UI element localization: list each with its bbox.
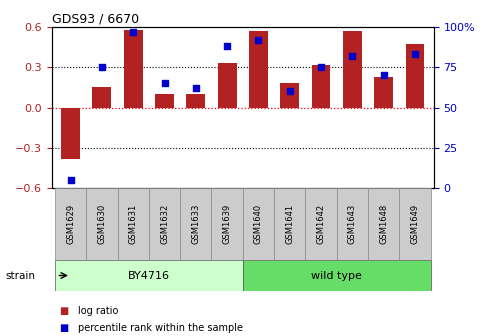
Bar bbox=[243, 188, 274, 260]
Text: strain: strain bbox=[6, 271, 36, 281]
Text: GSM1641: GSM1641 bbox=[285, 204, 294, 244]
Bar bbox=[186, 94, 205, 108]
Bar bbox=[399, 188, 431, 260]
Bar bbox=[406, 44, 424, 108]
Bar bbox=[281, 83, 299, 108]
Bar bbox=[337, 188, 368, 260]
Text: GSM1630: GSM1630 bbox=[98, 204, 106, 244]
Bar bbox=[155, 94, 174, 108]
Text: GSM1631: GSM1631 bbox=[129, 204, 138, 244]
Text: percentile rank within the sample: percentile rank within the sample bbox=[78, 323, 243, 333]
Bar bbox=[55, 188, 86, 260]
Bar bbox=[368, 188, 399, 260]
Text: GSM1648: GSM1648 bbox=[379, 204, 388, 244]
Text: ■: ■ bbox=[59, 323, 69, 333]
Point bbox=[67, 177, 74, 183]
Point bbox=[317, 65, 325, 70]
Bar bbox=[180, 188, 211, 260]
Text: ■: ■ bbox=[59, 306, 69, 316]
Bar bbox=[249, 31, 268, 108]
Bar bbox=[243, 260, 431, 291]
Bar bbox=[149, 188, 180, 260]
Point bbox=[223, 44, 231, 49]
Bar bbox=[124, 30, 142, 108]
Text: GSM1632: GSM1632 bbox=[160, 204, 169, 244]
Bar bbox=[117, 188, 149, 260]
Bar bbox=[312, 65, 330, 108]
Point bbox=[286, 89, 294, 94]
Text: GSM1640: GSM1640 bbox=[254, 204, 263, 244]
Text: BY4716: BY4716 bbox=[128, 270, 170, 281]
Text: GSM1642: GSM1642 bbox=[317, 204, 325, 244]
Bar bbox=[55, 260, 243, 291]
Point bbox=[254, 37, 262, 42]
Text: GSM1633: GSM1633 bbox=[191, 204, 200, 245]
Bar bbox=[61, 108, 80, 159]
Text: wild type: wild type bbox=[311, 270, 362, 281]
Bar bbox=[274, 188, 306, 260]
Point bbox=[161, 81, 169, 86]
Point bbox=[129, 29, 137, 34]
Bar bbox=[306, 188, 337, 260]
Bar bbox=[86, 188, 117, 260]
Text: GDS93 / 6670: GDS93 / 6670 bbox=[52, 13, 139, 26]
Point bbox=[411, 52, 419, 57]
Text: GSM1649: GSM1649 bbox=[411, 204, 420, 244]
Bar bbox=[343, 31, 362, 108]
Text: GSM1629: GSM1629 bbox=[66, 204, 75, 244]
Point bbox=[349, 53, 356, 58]
Text: GSM1639: GSM1639 bbox=[223, 204, 232, 244]
Bar bbox=[211, 188, 243, 260]
Point bbox=[192, 85, 200, 91]
Bar bbox=[93, 87, 111, 108]
Point bbox=[380, 73, 387, 78]
Text: log ratio: log ratio bbox=[78, 306, 118, 316]
Bar bbox=[374, 77, 393, 108]
Bar bbox=[218, 63, 237, 108]
Point bbox=[98, 65, 106, 70]
Text: GSM1643: GSM1643 bbox=[348, 204, 357, 244]
